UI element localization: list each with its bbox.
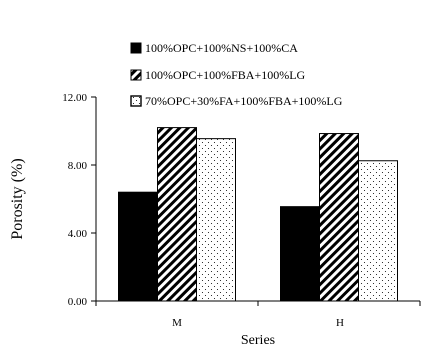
y-tick-1: 4.00 — [68, 228, 96, 240]
y-tick-label-2: 8.00 — [68, 160, 88, 172]
y-tick-3: 12.00 — [62, 92, 96, 104]
bar-h-series-2 — [319, 133, 359, 302]
y-tick-label-0: 0.00 — [68, 296, 88, 308]
legend-label-series-1: 100%OPC+100%NS+100%CA — [145, 41, 298, 55]
legend-label-series-2: 100%OPC+100%FBA+100%LG — [145, 68, 306, 82]
x-category-label-m: M — [172, 317, 182, 329]
bar-h-series-1 — [280, 206, 320, 302]
legend-label-series-3: 70%OPC+30%FA+100%FBA+100%LG — [145, 94, 343, 108]
bar-m-series-2 — [157, 127, 197, 302]
y-axis-title: Porosity (%) — [9, 158, 26, 239]
legend-swatch-series-2 — [130, 69, 142, 81]
y-tick-0: 0.00 — [68, 296, 96, 308]
legend-swatch-series-3 — [130, 95, 142, 107]
y-tick-2: 8.00 — [68, 160, 96, 172]
y-tick-label-1: 4.00 — [68, 228, 88, 240]
x-category-label-h: H — [336, 317, 344, 329]
legend: 100%OPC+100%NS+100%CA 100%OPC+100%FBA+10… — [130, 41, 343, 108]
y-tick-label-3: 12.00 — [62, 92, 87, 104]
bar-h-series-3 — [358, 160, 398, 302]
x-axis-title: Series — [241, 333, 275, 348]
bar-m-series-3 — [196, 138, 236, 302]
bars — [118, 127, 398, 302]
legend-swatch-series-1 — [130, 42, 142, 54]
bar-m-series-1 — [118, 191, 158, 302]
